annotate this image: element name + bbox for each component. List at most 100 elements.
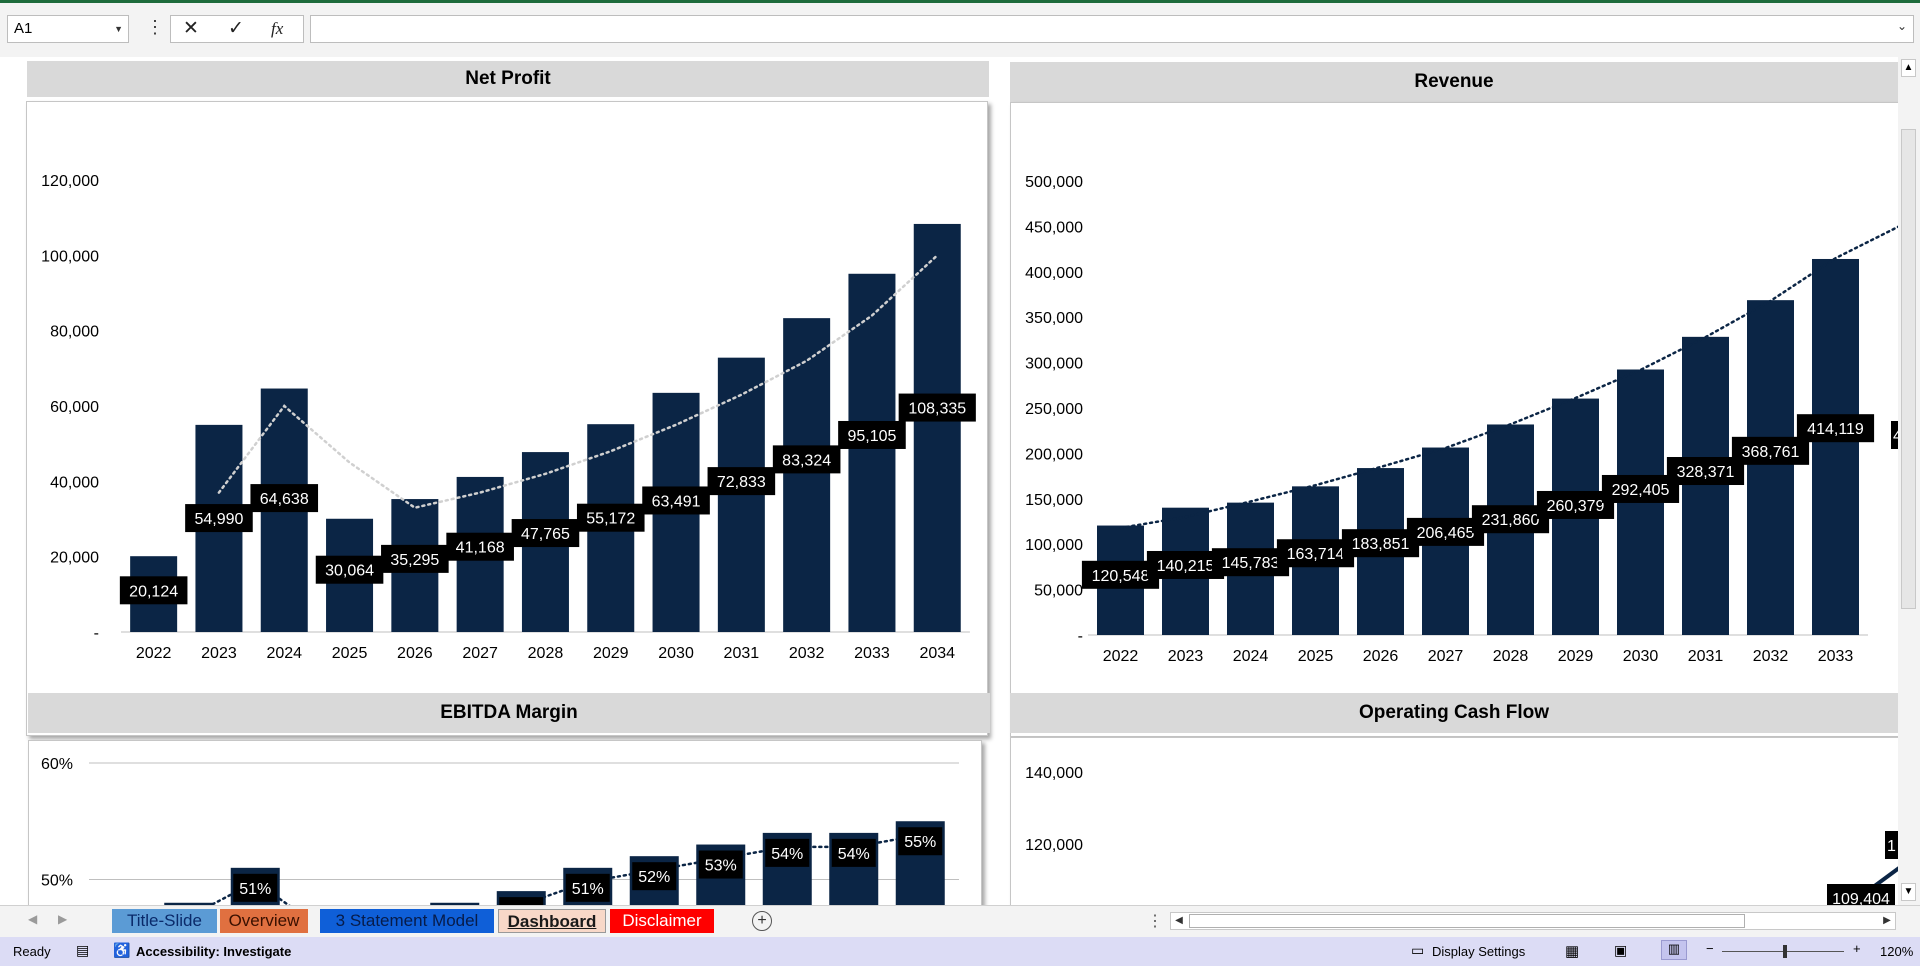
- scroll-down-icon[interactable]: ▼: [1901, 883, 1916, 901]
- y-tick-label: 120,000: [1025, 837, 1083, 854]
- x-tick-label: 2030: [1623, 648, 1659, 665]
- next-sheet-icon[interactable]: ▶: [58, 912, 68, 926]
- scroll-up-icon[interactable]: ▲: [1901, 59, 1916, 77]
- data-label: 54%: [771, 846, 803, 863]
- data-label-box: [446, 532, 514, 561]
- tab-dashboard[interactable]: Dashboard: [498, 909, 606, 933]
- chart-title-net-profit: Net Profit: [27, 61, 989, 97]
- y-tick-label: 80,000: [50, 324, 99, 341]
- data-label-box: [898, 827, 943, 856]
- enter-icon[interactable]: ✓: [228, 18, 244, 39]
- data-label-box: [1211, 548, 1290, 577]
- tab-3-statement-model[interactable]: 3 Statement Model: [320, 909, 494, 933]
- chart-title-operating-cash-flow: Operating Cash Flow: [1010, 693, 1898, 733]
- display-settings-button[interactable]: Display Settings: [1432, 944, 1526, 959]
- horizontal-scroll-thumb[interactable]: [1189, 914, 1745, 928]
- data-label: 30,064: [325, 563, 374, 580]
- horizontal-scrollbar[interactable]: ◀ ▶: [1170, 912, 1896, 930]
- data-label: 49%: [505, 904, 537, 905]
- ebitda-margin-chart[interactable]: 50%60%48%51%47%47%48%49%51%52%53%54%54%5…: [28, 740, 982, 905]
- y-tick-label: 450,000: [1025, 219, 1083, 236]
- net-profit-chart[interactable]: - 20,000 40,000 60,000 80,000 100,000 120,000 2…: [26, 101, 988, 736]
- revenue-chart-svg: - 50,000 100,000 150,000 200,000 250,000 300,0…: [1025, 174, 1898, 665]
- previous-sheet-icon[interactable]: ◀: [28, 912, 38, 926]
- data-label-box: [1536, 490, 1615, 519]
- x-tick-label: 2023: [201, 645, 237, 662]
- zoom-in-icon[interactable]: +: [1853, 941, 1861, 956]
- scroll-right-icon[interactable]: ▶: [1883, 915, 1891, 926]
- y-tick-label: 100,000: [1025, 537, 1083, 554]
- more-options-icon[interactable]: ⋮: [146, 17, 164, 37]
- accessibility-icon[interactable]: ♿: [113, 942, 131, 958]
- data-label: 368,761: [1742, 444, 1800, 461]
- data-label: 163,714: [1287, 546, 1345, 563]
- bar: [848, 273, 896, 632]
- zoom-slider-thumb[interactable]: [1783, 945, 1787, 958]
- page-break-preview-icon[interactable]: ▥: [1661, 940, 1687, 960]
- bar: [913, 223, 961, 632]
- revenue-chart[interactable]: - 50,000 100,000 150,000 200,000 250,000 300,0…: [1010, 102, 1898, 737]
- tab-title-slide[interactable]: Title-Slide: [112, 909, 217, 933]
- tab-split-handle-icon[interactable]: ⋮: [1147, 913, 1163, 930]
- data-label-box: [1341, 529, 1420, 558]
- x-tick-label: 2022: [136, 645, 172, 662]
- data-label: 83,324: [782, 452, 831, 469]
- y-tick-label: 300,000: [1025, 356, 1083, 373]
- formula-input[interactable]: ⌄: [310, 15, 1914, 43]
- data-label: 54,990: [194, 511, 243, 528]
- cancel-icon[interactable]: ✕: [183, 18, 199, 39]
- window-top-accent: [0, 0, 1920, 3]
- worksheet-grid[interactable]: Net Profit - 20,000 40,000 60,000 80,000 100,…: [0, 57, 1898, 905]
- data-label: 206,465: [1417, 525, 1475, 542]
- insert-function-icon[interactable]: fx: [271, 19, 284, 38]
- y-tick-label: 60%: [41, 756, 73, 773]
- chevron-down-icon[interactable]: ▼: [114, 24, 123, 34]
- name-box[interactable]: A1 ▼: [7, 15, 129, 43]
- accessibility-status[interactable]: Accessibility: Investigate: [136, 944, 292, 959]
- x-tick-label: 2033: [1818, 648, 1854, 665]
- chart-title-ebitda-margin: EBITDA Margin: [28, 693, 990, 733]
- data-label: 41,168: [456, 540, 505, 557]
- data-label-box: [1731, 436, 1810, 465]
- data-label-box: [185, 504, 253, 533]
- data-label-box: [632, 862, 677, 891]
- name-box-value: A1: [14, 20, 33, 37]
- data-label: 1: [1887, 838, 1896, 855]
- zoom-level[interactable]: 120%: [1880, 944, 1914, 959]
- data-label: 414,119: [1807, 421, 1864, 438]
- data-label-box: [1827, 884, 1895, 905]
- formula-bar: A1 ▼ ⋮ ✕ ✓ fx ⌄: [0, 3, 1920, 57]
- data-label: 183,851: [1352, 536, 1410, 553]
- add-sheet-icon[interactable]: +: [752, 911, 772, 931]
- scroll-left-icon[interactable]: ◀: [1175, 915, 1183, 926]
- data-label-box: [233, 873, 278, 902]
- normal-view-icon[interactable]: ▦: [1565, 943, 1580, 960]
- data-label-box: [1601, 474, 1680, 503]
- data-label-box: [772, 445, 841, 474]
- x-tick-label: 2026: [1363, 648, 1399, 665]
- vertical-scrollbar[interactable]: ▲ ▼: [1898, 57, 1920, 905]
- data-label: 328,371: [1677, 464, 1735, 481]
- tab-disclaimer[interactable]: Disclaimer: [610, 909, 714, 933]
- tab-overview[interactable]: Overview: [220, 909, 308, 933]
- data-label-box: [250, 484, 319, 513]
- data-label-box: [831, 838, 876, 867]
- zoom-out-icon[interactable]: −: [1706, 941, 1714, 956]
- y-tick-label: 250,000: [1025, 401, 1083, 418]
- page-layout-view-icon[interactable]: ▣: [1614, 942, 1628, 958]
- vertical-scroll-thumb[interactable]: [1901, 129, 1916, 609]
- data-label: 55%: [904, 834, 936, 851]
- y-tick-label: -: [94, 625, 99, 642]
- macro-recording-icon[interactable]: ▤: [76, 942, 90, 958]
- y-tick-label: 20,000: [50, 550, 99, 567]
- display-settings-icon[interactable]: ▭: [1411, 942, 1425, 958]
- data-label: 109,404: [1832, 891, 1890, 905]
- data-label-box: [1796, 414, 1875, 443]
- data-label-box: [1276, 539, 1355, 568]
- ebitda-margin-chart-svg: 50%60%48%51%47%47%48%49%51%52%53%54%54%5…: [41, 756, 959, 905]
- y-tick-label: 120,000: [41, 173, 99, 190]
- data-label-box: [1146, 550, 1225, 579]
- x-tick-label: 2032: [789, 645, 825, 662]
- expand-formula-bar-icon[interactable]: ⌄: [1896, 19, 1907, 33]
